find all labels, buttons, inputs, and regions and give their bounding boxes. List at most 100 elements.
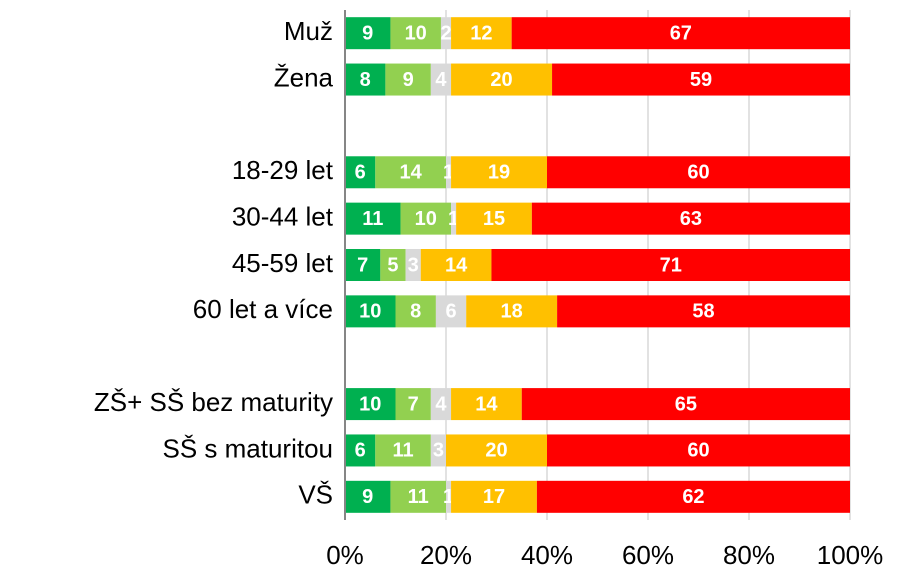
data-label: 3	[433, 440, 444, 462]
x-tick-label: 100%	[817, 540, 884, 570]
data-label: 65	[675, 393, 697, 415]
data-label: 11	[362, 208, 383, 230]
data-label: 10	[405, 22, 427, 44]
data-label: 63	[680, 208, 702, 230]
data-label: 9	[362, 486, 373, 508]
bar-segment	[466, 295, 558, 328]
bar-segment	[430, 388, 452, 421]
bar-segment	[547, 434, 850, 467]
data-label: 17	[483, 486, 505, 508]
bar-segment	[385, 63, 431, 96]
y-tick-label: VŠ	[298, 480, 333, 510]
data-label: 11	[392, 440, 413, 462]
data-label: 18	[501, 301, 523, 323]
y-tick-label: Žena	[274, 62, 334, 92]
y-tick-label: 60 let a více	[193, 294, 333, 324]
data-label: 58	[692, 301, 714, 323]
bar-segment	[531, 202, 850, 235]
bar-segment	[345, 480, 391, 513]
data-label: 9	[362, 22, 373, 44]
bar-segment	[420, 249, 492, 281]
y-tick-label: Muž	[284, 16, 333, 46]
data-label: 4	[435, 393, 447, 415]
data-label: 8	[360, 69, 371, 91]
data-label: 67	[670, 22, 692, 44]
bar-segment	[446, 434, 547, 467]
bar-segment	[451, 156, 547, 189]
data-label: 8	[410, 301, 421, 323]
bar-segment	[430, 63, 452, 96]
data-label: 14	[475, 393, 498, 415]
bar-segment	[345, 156, 376, 189]
x-tick-label: 80%	[723, 540, 775, 570]
data-label: 6	[355, 440, 366, 462]
bar-segment	[552, 63, 850, 96]
data-label: 19	[488, 162, 510, 184]
bar-segment	[456, 202, 532, 235]
data-label: 5	[387, 254, 398, 276]
bar-segment	[395, 388, 431, 421]
bar-segment	[536, 480, 850, 513]
data-label: 62	[682, 486, 704, 508]
bar-segment	[521, 388, 850, 421]
bar-segment	[405, 249, 421, 281]
data-label: 1	[443, 162, 454, 184]
data-label: 11	[408, 486, 429, 508]
bar-segment	[400, 202, 452, 235]
bar-segment	[451, 388, 522, 421]
bar-segment	[547, 156, 850, 189]
data-label: 14	[445, 254, 468, 276]
data-label: 14	[400, 162, 423, 184]
data-label: 15	[483, 208, 505, 230]
bar-segment	[511, 17, 850, 50]
y-tick-label: 45-59 let	[232, 248, 334, 278]
bar-segment	[375, 434, 431, 467]
data-label: 3	[408, 254, 419, 276]
data-label: 6	[445, 301, 456, 323]
bar-segment	[446, 480, 452, 513]
data-label: 12	[470, 22, 492, 44]
bar-segment	[451, 480, 537, 513]
data-label: 7	[357, 254, 368, 276]
bar-segment	[345, 17, 391, 50]
data-label: 60	[687, 162, 709, 184]
data-label: 59	[690, 69, 712, 91]
bar-segment	[390, 480, 446, 513]
data-label: 10	[359, 301, 381, 323]
data-label: 60	[687, 440, 709, 462]
bar-segment	[395, 295, 436, 328]
x-tick-label: 40%	[521, 540, 573, 570]
data-label: 7	[408, 393, 419, 415]
data-label: 10	[415, 208, 437, 230]
x-tick-label: 0%	[326, 540, 364, 570]
bar-segment	[345, 63, 386, 96]
bar-segment	[345, 249, 381, 281]
x-tick-label: 60%	[622, 540, 674, 570]
y-tick-label: 18-29 let	[232, 155, 334, 185]
bar-segment	[435, 295, 467, 328]
data-label: 10	[359, 393, 381, 415]
x-tick-label: 20%	[420, 540, 472, 570]
bar-segment	[451, 202, 457, 235]
data-label: 4	[435, 69, 447, 91]
bar-segment	[390, 17, 441, 50]
data-label: 20	[490, 69, 512, 91]
bar-segment	[345, 202, 401, 235]
bar-segment	[345, 295, 396, 328]
y-tick-label: ZŠ+ SŠ bez maturity	[94, 387, 333, 417]
y-tick-label: 30-44 let	[232, 202, 334, 232]
data-label: 2	[440, 22, 451, 44]
bar-segment	[451, 63, 553, 96]
data-label: 1	[443, 486, 454, 508]
bar-segment	[345, 388, 396, 421]
bar-segment	[491, 249, 850, 281]
data-label: 9	[403, 69, 414, 91]
bar-segment	[430, 434, 446, 467]
data-label: 1	[448, 208, 459, 230]
y-tick-label: SŠ s maturitou	[162, 433, 333, 463]
bar-segment	[345, 434, 376, 467]
bar-segment	[557, 295, 850, 328]
bar-segment	[375, 156, 446, 189]
bar-segment	[380, 249, 406, 281]
